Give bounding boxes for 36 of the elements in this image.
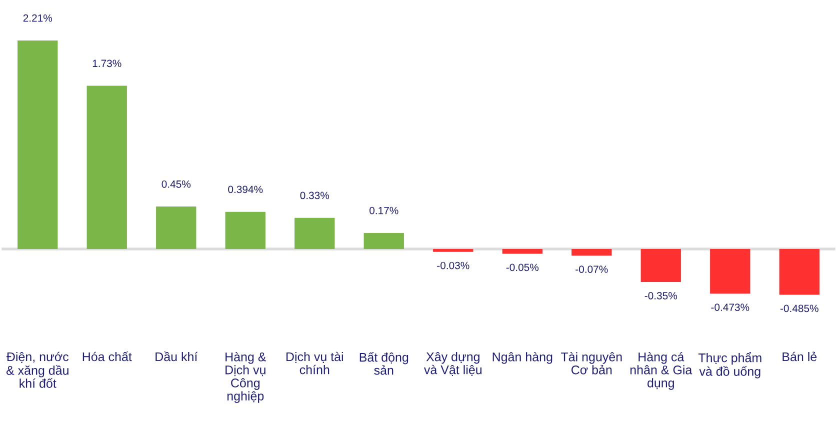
data-label: 0.33% — [300, 192, 330, 200]
bar — [502, 248, 542, 254]
x-tick-label: Dịch vụ tài chính — [286, 352, 343, 374]
data-label: -0.07% — [576, 266, 608, 273]
x-tick-label: Bán lẻ — [782, 352, 817, 362]
data-label: -0.473% — [711, 304, 750, 311]
bar — [572, 248, 612, 256]
data-label: -0.05% — [506, 264, 539, 272]
bar — [18, 40, 58, 249]
x-tick-label: Hóa chất — [82, 351, 132, 362]
x-tick-label: Xây dựng và Vật liệu — [424, 352, 482, 376]
x-tick-label: Điện, nước & xăng dầu khí đốt — [6, 352, 69, 388]
data-label: 0.394% — [228, 186, 263, 194]
bar — [779, 248, 820, 295]
x-tick-label: Hàng & Dịch vụ Công nghiệp — [226, 352, 266, 403]
data-label: -0.03% — [437, 262, 470, 270]
bar — [640, 248, 681, 282]
data-label: 0.17% — [370, 206, 398, 214]
data-label: -0.485% — [780, 304, 818, 312]
x-tick-label: Hàng cá nhân & Gia dụng — [630, 352, 692, 390]
x-tick-label: Tài nguyên Cơ bản — [560, 352, 622, 374]
bar — [294, 218, 335, 249]
data-label: 0.45% — [162, 180, 191, 188]
x-tick-label: Ngân hàng — [492, 352, 552, 364]
bar — [86, 86, 127, 249]
bar — [225, 212, 266, 249]
data-label: 2.21% — [23, 14, 52, 22]
bar — [156, 206, 196, 249]
x-tick-label: Dầu khí — [156, 351, 198, 362]
bar — [433, 248, 474, 252]
bar — [710, 248, 750, 294]
data-label: 1.73% — [92, 60, 122, 68]
data-label: -0.35% — [644, 292, 678, 300]
bar — [364, 232, 404, 249]
x-tick-label: Thực phẩm và đồ uống — [698, 352, 762, 378]
x-tick-label: Bất động sản — [360, 352, 408, 375]
